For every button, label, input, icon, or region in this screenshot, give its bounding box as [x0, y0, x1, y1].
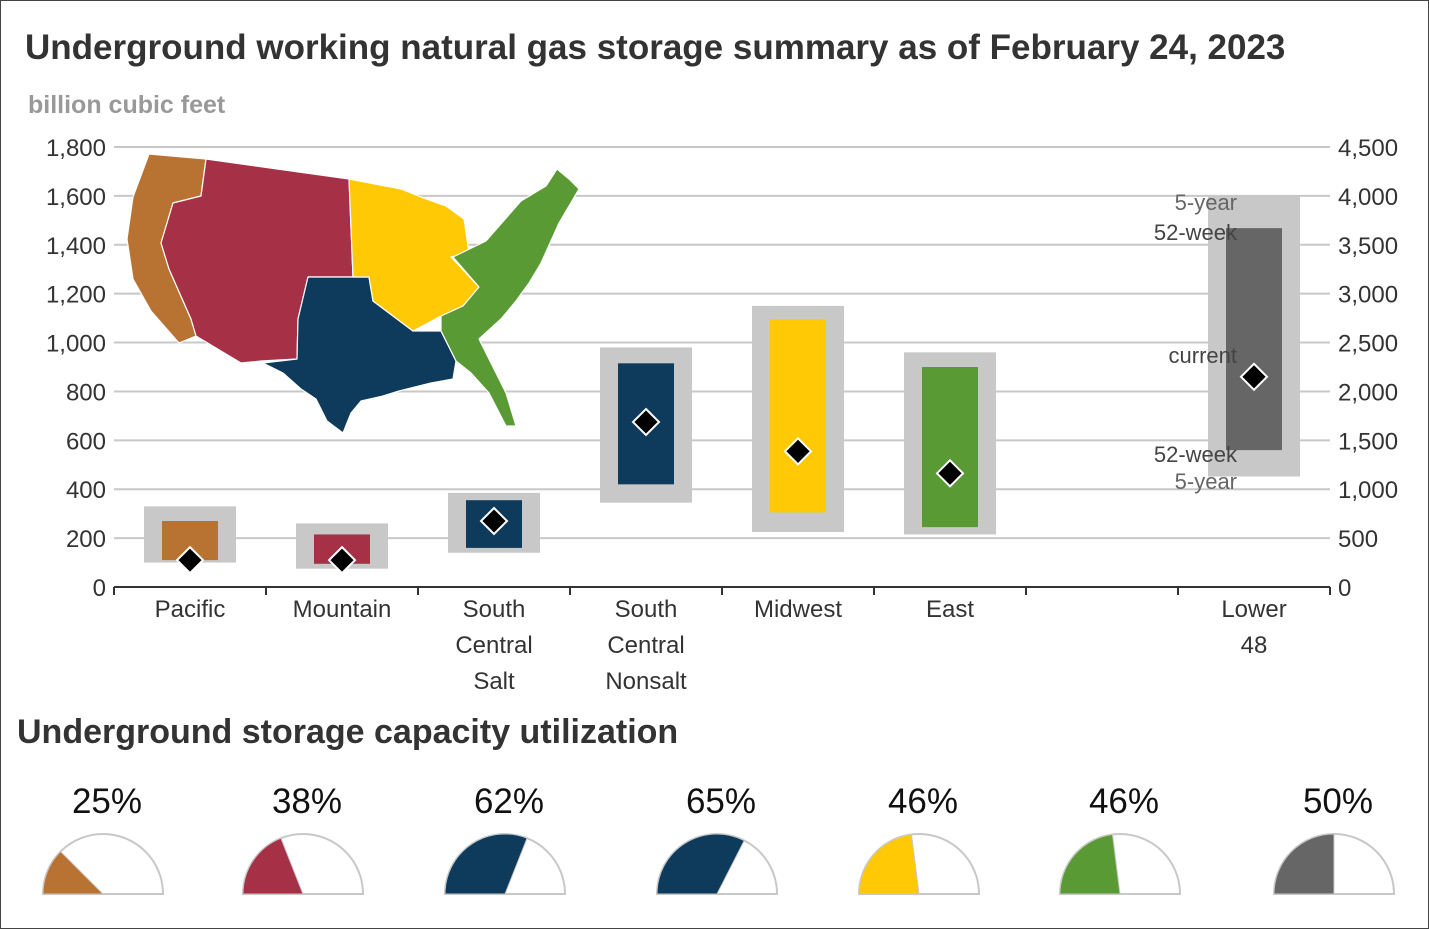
gauge-fill [444, 833, 528, 895]
chart-title: Underground working natural gas storage … [25, 28, 1285, 67]
category-label: South [615, 596, 678, 623]
gauge-fill [858, 833, 920, 895]
utilization-gauges: 25% 38% 62% 65% 46% 46% 50% [41, 782, 1396, 895]
left-tick-label: 1,400 [46, 233, 106, 260]
category-label: Lower [1221, 596, 1286, 623]
lower48-annotations: 5-year 52-week current 52-week 5-year [1154, 190, 1238, 494]
annot-52week-top: 52-week [1154, 220, 1238, 245]
annot-5year-bottom: 5-year [1175, 469, 1237, 494]
category-label: Salt [473, 668, 515, 695]
annot-52week-bottom: 52-week [1154, 442, 1238, 467]
utilization-percent: 50% [1303, 782, 1373, 821]
left-tick-label: 1,800 [46, 135, 106, 162]
left-tick-label: 1,000 [46, 331, 106, 358]
week52-range-bar [770, 319, 826, 513]
left-axis-ticks: 0 200 400 600 800 1,000 1,200 1,400 1,600 1,800 [46, 135, 106, 602]
right-tick-label: 2,000 [1338, 379, 1398, 406]
gauge-fill [656, 833, 745, 895]
utilization-gauge: 46% [857, 782, 981, 895]
utilization-percent: 46% [1089, 782, 1159, 821]
region-bar-group [1208, 195, 1300, 477]
left-tick-label: 200 [66, 526, 106, 553]
annot-5year-top: 5-year [1175, 190, 1237, 215]
region-bar-group [904, 352, 996, 535]
right-tick-label: 2,500 [1338, 331, 1398, 358]
category-label: East [926, 596, 974, 623]
current-marker [1239, 362, 1269, 392]
category-label: Mountain [293, 596, 392, 623]
utilization-percent: 46% [888, 782, 958, 821]
gauge-fill [1273, 833, 1335, 895]
right-tick-label: 500 [1338, 526, 1378, 553]
utilization-gauge: 62% [443, 782, 567, 895]
right-tick-label: 4,500 [1338, 135, 1398, 162]
region-bar-group [448, 492, 540, 553]
current-marker [783, 436, 813, 466]
x-axis [113, 586, 1331, 595]
region-bars [144, 195, 1300, 575]
category-label: Midwest [754, 596, 842, 623]
utilization-percent: 62% [474, 782, 544, 821]
annot-current: current [1169, 343, 1237, 368]
category-label: Central [607, 632, 684, 659]
region-bar-group [752, 305, 844, 532]
region-bar-group [600, 347, 692, 503]
utilization-gauge: 65% [655, 782, 779, 895]
gauge-fill [1059, 833, 1121, 895]
utilization-gauge: 38% [241, 782, 365, 895]
right-tick-label: 4,000 [1338, 184, 1398, 211]
current-marker [479, 506, 509, 536]
utilization-gauge: 25% [41, 782, 165, 895]
week52-range-bar [922, 367, 978, 528]
week52-range-bar [1226, 228, 1282, 451]
left-tick-label: 0 [93, 575, 106, 602]
region-bar-group [144, 506, 236, 575]
right-tick-label: 3,500 [1338, 233, 1398, 260]
map-south-central-region [262, 276, 457, 434]
category-label: Nonsalt [605, 668, 687, 695]
category-label: Pacific [155, 596, 226, 623]
current-marker [175, 545, 205, 575]
category-label: 48 [1241, 632, 1268, 659]
left-tick-label: 600 [66, 428, 106, 455]
utilization-percent: 65% [686, 782, 756, 821]
category-label: Central [455, 632, 532, 659]
left-tick-label: 400 [66, 477, 106, 504]
current-marker [631, 407, 661, 437]
right-tick-label: 3,000 [1338, 282, 1398, 309]
utilization-percent: 25% [72, 782, 142, 821]
us-region-map [126, 153, 580, 434]
right-tick-label: 0 [1338, 575, 1351, 602]
category-label: South [463, 596, 526, 623]
right-tick-label: 1,000 [1338, 477, 1398, 504]
region-bar-group [296, 523, 388, 575]
utilization-percent: 38% [272, 782, 342, 821]
utilization-title: Underground storage capacity utilization [17, 713, 678, 751]
chart-subtitle: billion cubic feet [28, 91, 226, 119]
right-axis-ticks: 0 500 1,000 1,500 2,000 2,500 3,000 3,500 4,000 4… [1338, 135, 1398, 602]
right-tick-label: 1,500 [1338, 428, 1398, 455]
current-marker [327, 545, 357, 575]
utilization-gauge: 46% [1058, 782, 1182, 895]
current-marker [935, 458, 965, 488]
left-tick-label: 1,200 [46, 282, 106, 309]
gauge-fill [242, 837, 304, 895]
left-tick-label: 1,600 [46, 184, 106, 211]
category-labels: Pacific Mountain South Central Salt South Cent… [155, 596, 1287, 695]
utilization-gauge: 50% [1272, 782, 1396, 895]
left-tick-label: 800 [66, 379, 106, 406]
map-east-region [440, 168, 580, 427]
gauge-fill [42, 850, 105, 895]
